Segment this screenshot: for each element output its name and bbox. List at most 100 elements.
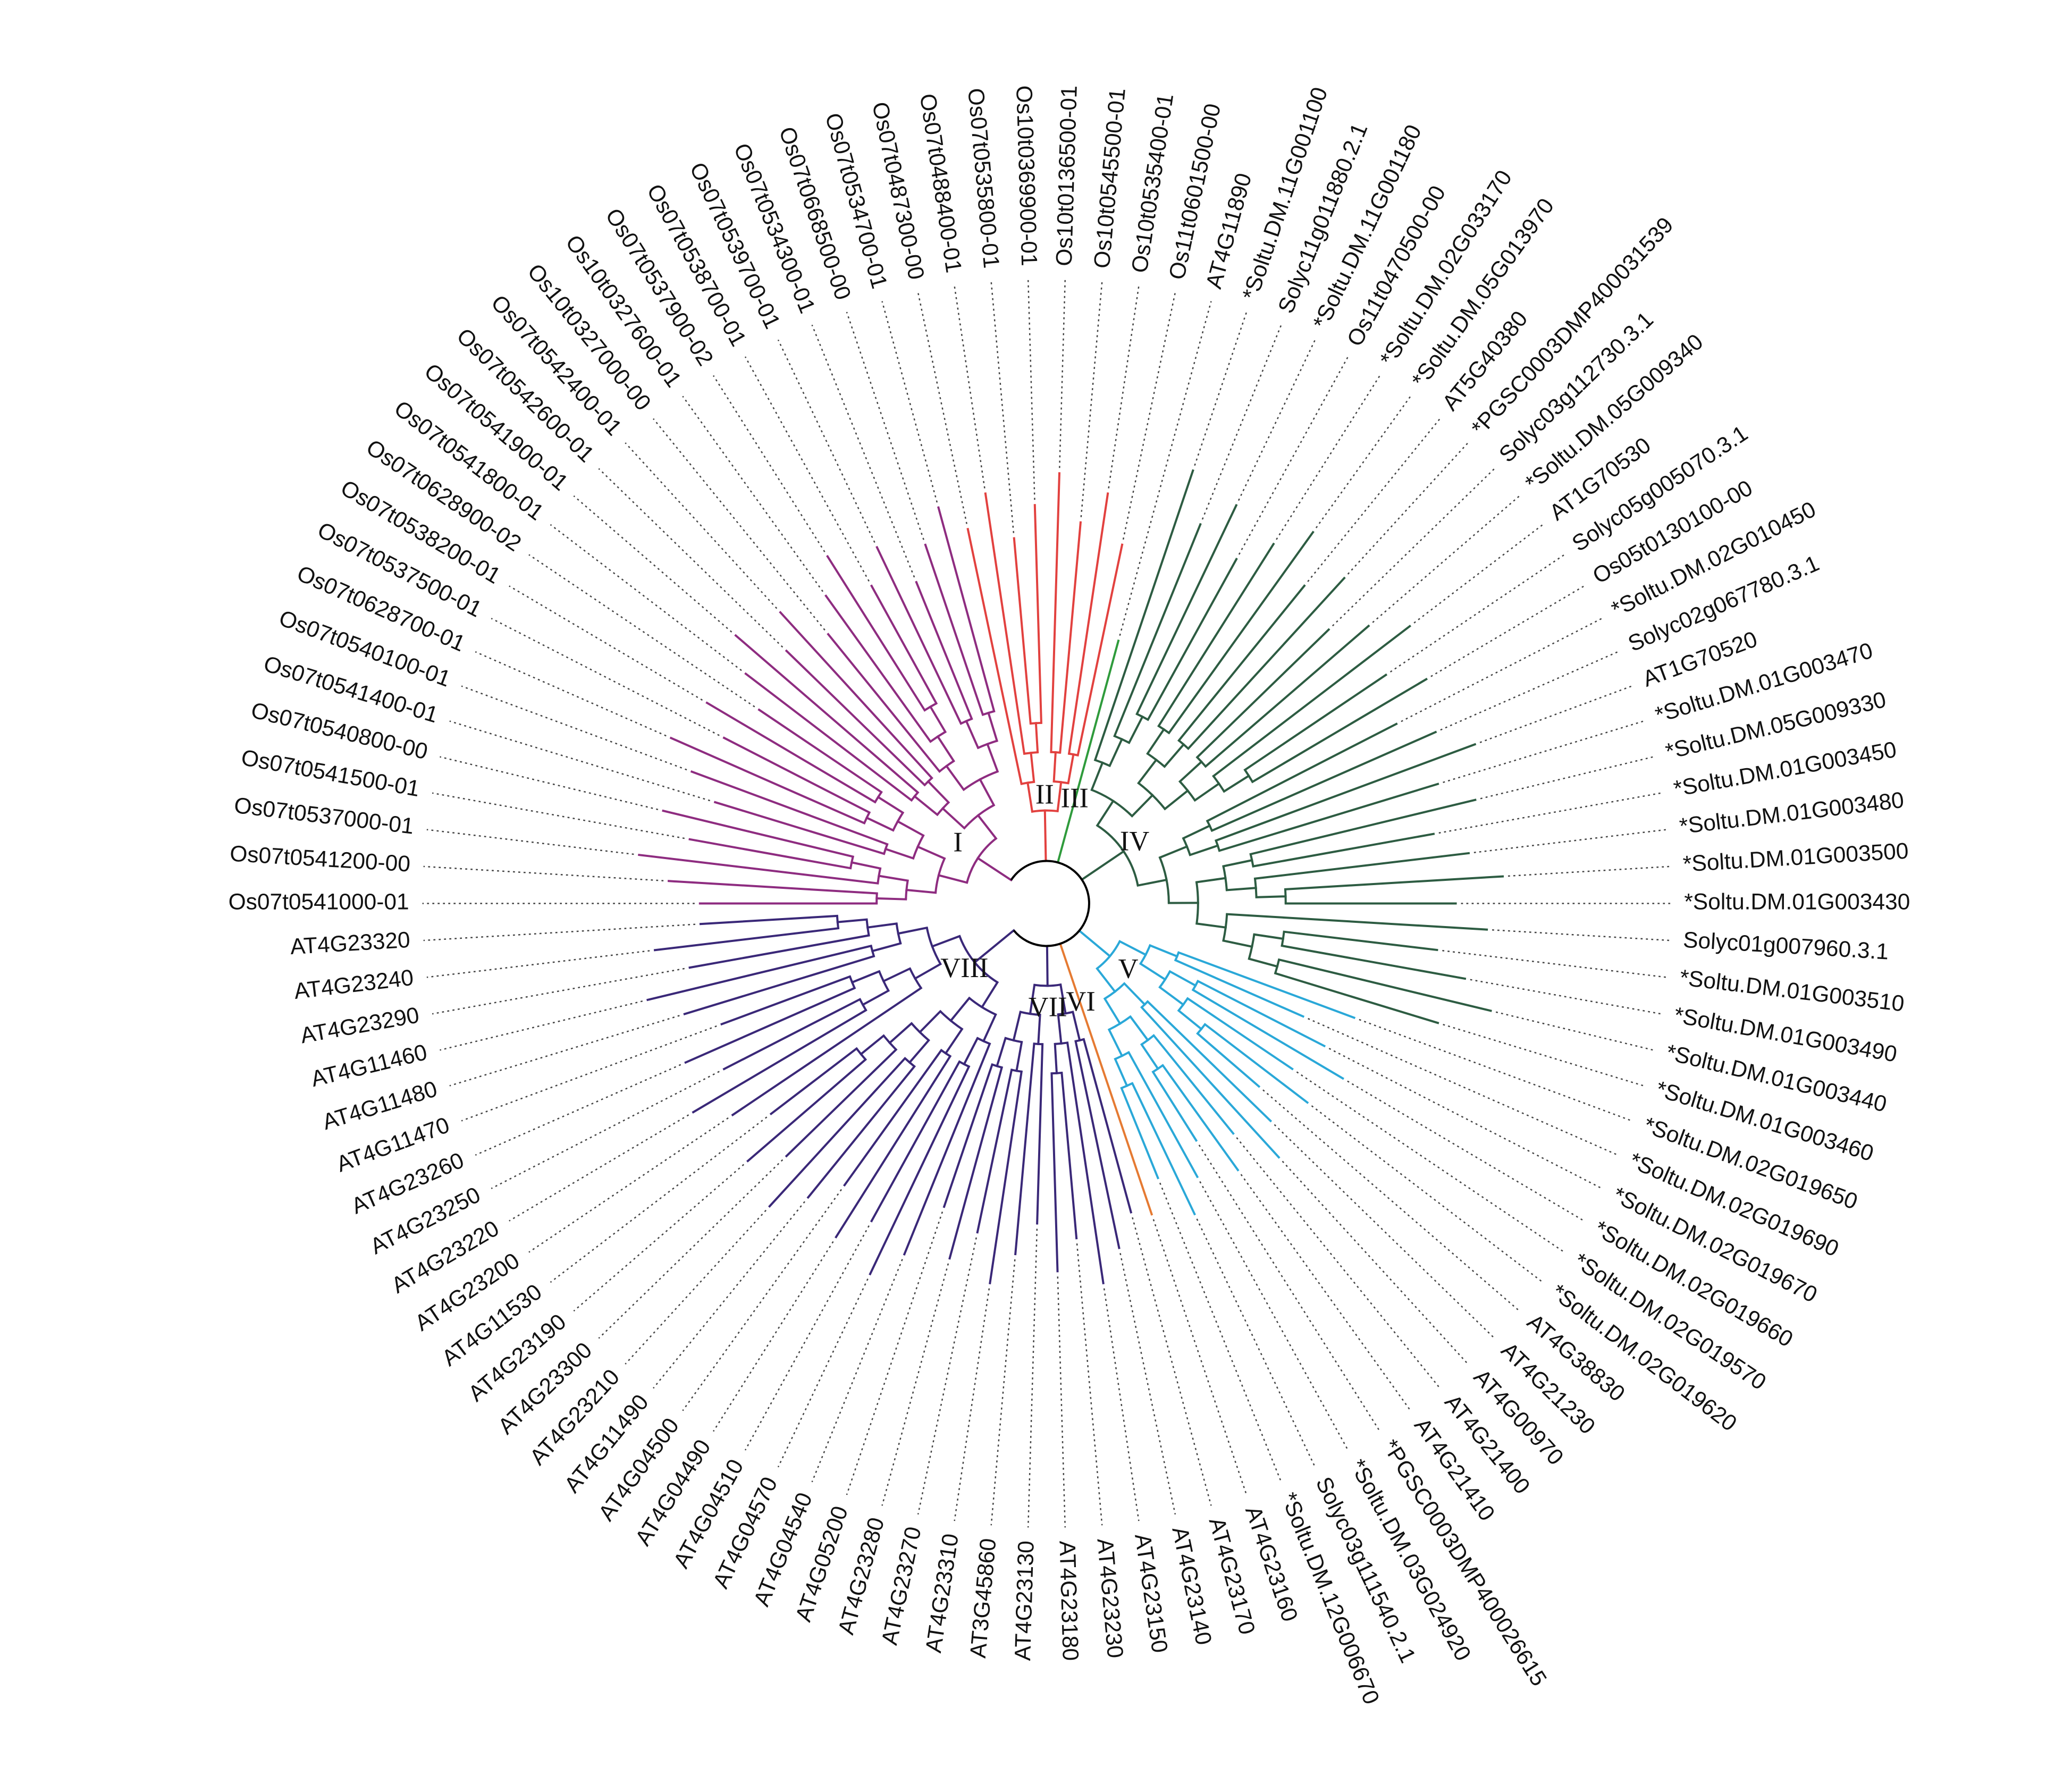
branch [1107,1028,1124,1057]
leader-line [573,495,732,633]
branch [1193,782,1220,802]
branch [1163,743,1185,768]
branch [875,545,963,725]
branch [945,764,965,792]
branch [1076,543,1124,757]
branch [1060,1071,1078,1240]
leader-line [1057,1276,1066,1528]
leader-line [846,1212,944,1495]
branch [1037,1013,1041,1046]
leader-line [846,312,924,540]
branch [768,1056,907,1208]
branch [944,1027,964,1055]
leader-line [1359,1019,1632,1122]
branch [1253,852,1470,880]
leader-line [423,865,664,881]
branch [1066,1041,1105,1284]
branch [1059,942,1153,1216]
leader-line [811,1259,903,1483]
branch [699,914,838,926]
branch [1114,1057,1128,1088]
leader-line [1438,792,1662,834]
branch [1012,1011,1022,1042]
leaf-label: Os10t0369900-01 [1012,85,1042,266]
branch [965,719,980,750]
root-arc [1010,860,1090,947]
branch [1096,799,1115,827]
branch [1036,1043,1044,1225]
leaf-label: AT4G23150 [1130,1532,1173,1654]
branch [916,845,946,860]
branch [1255,895,1287,898]
leader-line [1401,618,1603,722]
leader-line [426,829,634,855]
leader-line [1152,1219,1248,1495]
branch [1046,945,1049,987]
leader-line [881,301,938,503]
branch [989,1070,1023,1284]
branch [1196,1032,1261,1088]
branch [1174,958,1305,1018]
branch [896,820,925,837]
branch [908,1039,930,1064]
branch [1167,531,1315,735]
branch [1152,1034,1235,1135]
branch [827,633,941,773]
branch [713,801,886,855]
leader-line [491,618,720,736]
branch [1168,970,1197,987]
branch [806,1065,916,1199]
branch [1277,958,1492,1012]
branch [692,1008,867,1114]
branch [824,594,932,743]
branch [1139,962,1167,981]
branch [1131,1082,1196,1216]
branch [942,1063,994,1208]
branch [978,778,996,807]
leader-line [1470,979,1662,1015]
leader-line [1201,324,1282,520]
leader-line [1122,292,1176,540]
leader-line [1059,279,1066,468]
clade-label: V [1118,953,1139,984]
branch [1050,1072,1059,1273]
leader-line [1274,1124,1495,1339]
branch [722,998,862,1071]
leaf-label: AT4G23230 [1092,1537,1128,1659]
branch [662,809,855,858]
branch [1059,983,1067,1015]
branch [1243,673,1388,772]
branch [1043,809,1047,862]
leaf-label: AT4G23140 [1167,1525,1217,1647]
branch [913,795,939,817]
branch [850,861,882,870]
branch [1252,832,1435,868]
leader-line [1443,720,1644,783]
branch [1030,751,1035,784]
branch [1158,845,1189,859]
leaf-label: Os07t0537000-01 [233,793,415,839]
leader-line [1027,1229,1038,1528]
branch [913,962,942,980]
branch [1057,1013,1063,1045]
branch [1163,789,1190,811]
leader-line [1495,1011,1654,1051]
branch [871,942,902,953]
leader-line [1347,1080,1585,1222]
branch [1195,877,1227,884]
leader-line [744,356,870,582]
leader-line [1430,585,1585,677]
leader-line [1276,375,1380,540]
branch [926,780,950,804]
leader-line [440,1000,643,1051]
leaf-label: Os07t0535800-01 [963,87,1004,270]
branch [720,975,852,1026]
branch [1251,677,1428,784]
branch [918,1010,942,1034]
branch [884,847,915,860]
leader-line [917,292,967,524]
leader-line [713,1241,834,1432]
clade-label: VIII [940,953,988,983]
branch [1137,758,1158,785]
